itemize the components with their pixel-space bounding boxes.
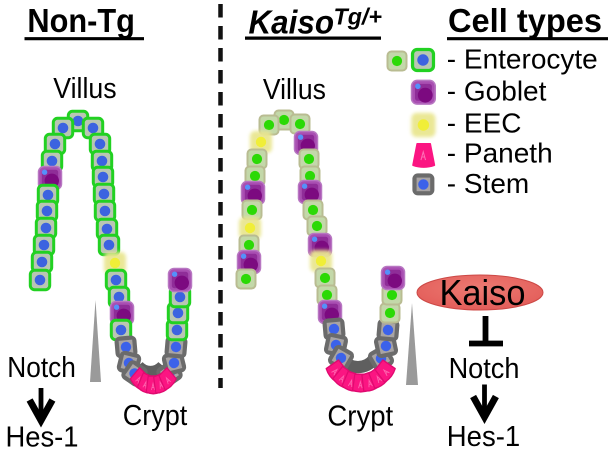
- svg-text:- Enterocyte: - Enterocyte: [447, 43, 598, 74]
- svg-text:Notch: Notch: [7, 352, 76, 384]
- svg-text:Hes-1: Hes-1: [447, 421, 520, 450]
- svg-text:Kaiso: Kaiso: [249, 4, 335, 41]
- svg-text:- Paneth: - Paneth: [447, 138, 553, 169]
- svg-text:Kaiso: Kaiso: [440, 272, 526, 313]
- svg-text:- Goblet: - Goblet: [447, 75, 547, 106]
- svg-text:Villus: Villus: [263, 74, 326, 106]
- svg-text:Villus: Villus: [53, 73, 116, 105]
- svg-text:Non-Tg: Non-Tg: [27, 2, 134, 39]
- svg-text:Crypt: Crypt: [123, 400, 188, 432]
- svg-text:Tg/+: Tg/+: [334, 3, 383, 29]
- svg-text:- Stem: - Stem: [447, 168, 529, 199]
- svg-text:Notch: Notch: [449, 353, 520, 385]
- svg-text:Cell types: Cell types: [448, 2, 602, 39]
- svg-text:Hes-1: Hes-1: [6, 422, 79, 450]
- svg-text:Crypt: Crypt: [327, 401, 393, 433]
- svg-text:- EEC: - EEC: [447, 108, 522, 139]
